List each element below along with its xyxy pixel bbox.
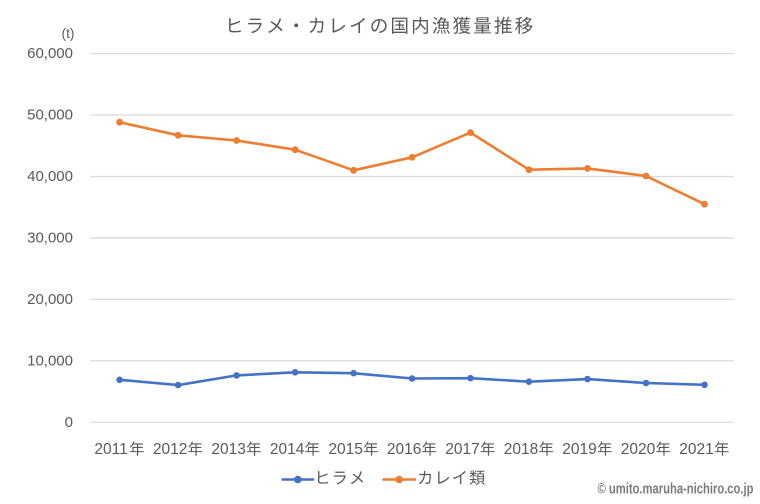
svg-text:2014: 2014 xyxy=(270,441,305,458)
svg-text:50,000: 50,000 xyxy=(27,107,73,124)
svg-text:2017: 2017 xyxy=(445,441,479,458)
svg-text:60,000: 60,000 xyxy=(27,45,73,62)
svg-text:20,000: 20,000 xyxy=(27,291,73,308)
svg-text:2019: 2019 xyxy=(562,441,596,458)
svg-text:2013: 2013 xyxy=(211,441,245,458)
svg-text:© umito.maruha-nichiro.co.jp: © umito.maruha-nichiro.co.jp xyxy=(598,481,754,498)
svg-text:0: 0 xyxy=(65,414,73,431)
svg-text:10,000: 10,000 xyxy=(27,353,73,370)
svg-text:2021: 2021 xyxy=(679,441,713,458)
svg-text:40,000: 40,000 xyxy=(27,168,73,185)
svg-text:2012: 2012 xyxy=(153,441,187,458)
svg-text:2020: 2020 xyxy=(621,441,656,458)
svg-text:30,000: 30,000 xyxy=(27,230,73,247)
svg-text:2018: 2018 xyxy=(504,441,538,458)
svg-text:2015: 2015 xyxy=(328,441,362,458)
svg-text:(t): (t) xyxy=(61,26,74,41)
svg-text:2016: 2016 xyxy=(387,441,421,458)
svg-text:2011: 2011 xyxy=(94,441,127,458)
